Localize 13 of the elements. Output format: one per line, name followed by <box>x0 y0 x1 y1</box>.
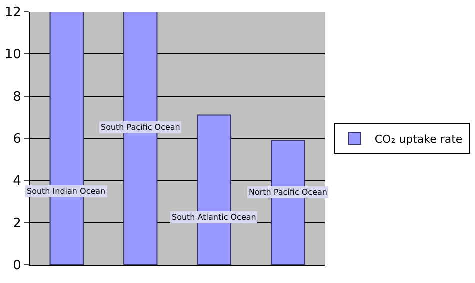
y-tick-label: 4 <box>13 174 22 190</box>
y-tick-label: 0 <box>13 258 22 274</box>
y-tick-label: 2 <box>13 216 22 232</box>
x-tick-label: South Indian Ocean <box>27 187 106 196</box>
x-tick-label: South Pacific Ocean <box>101 123 180 132</box>
x-tick-label: South Atlantic Ocean <box>172 213 256 222</box>
y-tick-label: 8 <box>13 90 22 105</box>
y-tick-label: 6 <box>13 132 22 148</box>
legend-label: CO₂ uptake rate <box>374 132 463 146</box>
bar <box>197 114 232 265</box>
x-tick-label: North Pacific Ocean <box>249 188 328 197</box>
y-tick-label: 10 <box>4 48 22 63</box>
y-tick-label: 12 <box>4 6 22 21</box>
